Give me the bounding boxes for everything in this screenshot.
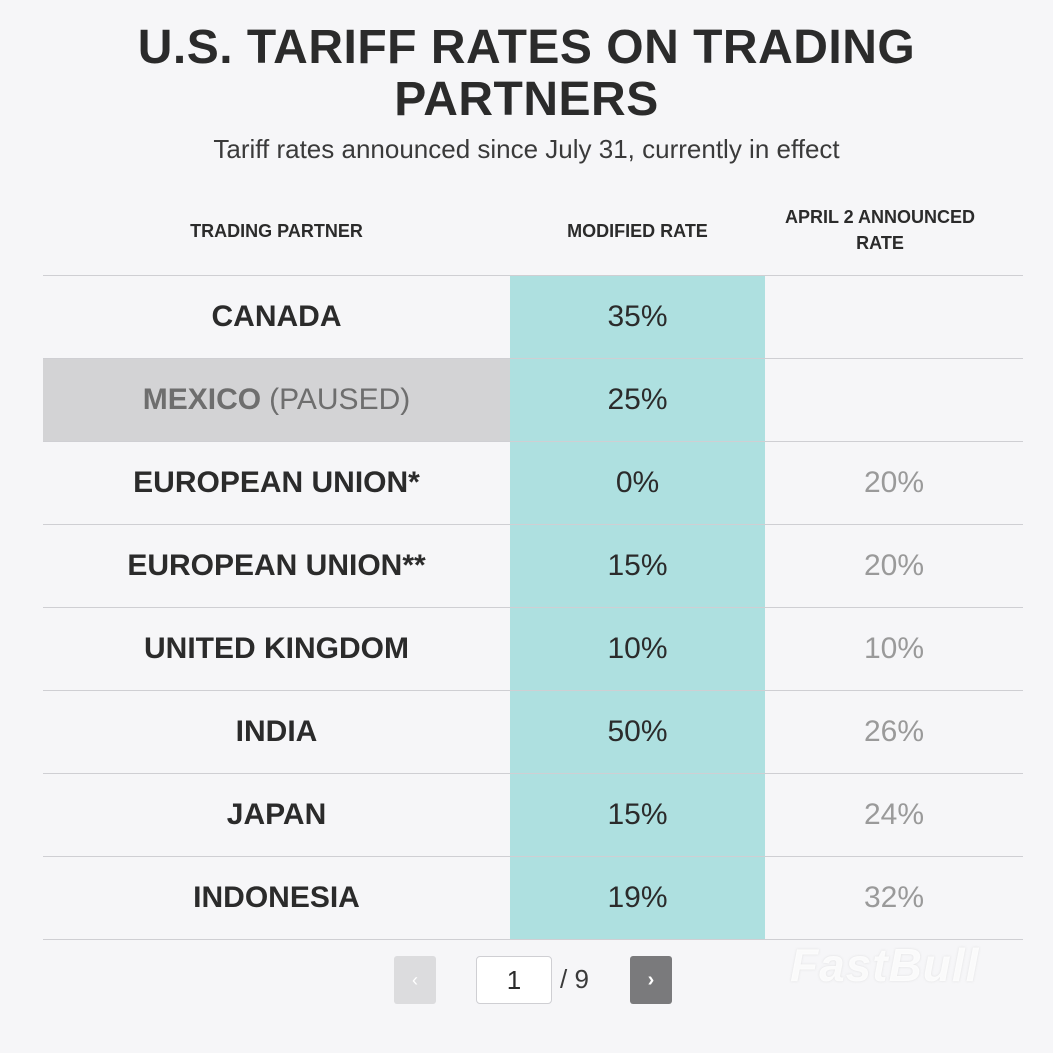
table-row: EUROPEAN UNION* 0% 20%: [43, 441, 1023, 524]
partner-cell: MEXICO (PAUSED): [43, 359, 510, 441]
chevron-left-icon: ‹: [412, 969, 418, 990]
modified-rate-cell: 10%: [510, 608, 765, 690]
table-row: MEXICO (PAUSED) 25%: [43, 358, 1023, 441]
page-total: / 9: [560, 964, 589, 994]
modified-rate-cell: 25%: [510, 359, 765, 441]
partner-name: EUROPEAN UNION**: [127, 549, 426, 582]
partner-cell: EUROPEAN UNION*: [43, 442, 510, 524]
watermark-logo: FastBull: [790, 939, 980, 991]
column-header-modified-rate: MODIFIED RATE: [567, 221, 708, 241]
prev-page-button[interactable]: ‹: [394, 956, 436, 1004]
april2-rate-cell: 10%: [863, 632, 925, 665]
table-row: JAPAN 15% 24%: [43, 773, 1023, 856]
column-header-april2-rate: APRIL 2 ANNOUNCED RATE: [784, 207, 976, 253]
partner-name: CANADA: [211, 300, 342, 333]
chart-title: U.S. TARIFF RATES ON TRADING PARTNERS: [137, 21, 916, 126]
april2-rate-cell: 26%: [863, 715, 925, 748]
partner-name: JAPAN: [226, 798, 327, 831]
column-header-partner: TRADING PARTNER: [190, 221, 363, 241]
modified-rate-cell: 0%: [510, 442, 765, 524]
partner-cell: EUROPEAN UNION**: [43, 525, 510, 607]
table-row: CANADA 35%: [43, 275, 1023, 358]
table-row: EUROPEAN UNION** 15% 20%: [43, 524, 1023, 607]
table-row: INDONESIA 19% 32%: [43, 856, 1023, 940]
tariff-table: CANADA 35% MEXICO (PAUSED) 25% EUROPEAN U…: [43, 275, 1023, 940]
april2-rate-cell: 20%: [863, 549, 925, 582]
april2-rate-cell: [765, 276, 1023, 358]
chevron-right-icon: ›: [647, 968, 655, 991]
april2-rate-cell: 24%: [863, 798, 925, 831]
modified-rate-cell: 50%: [510, 691, 765, 773]
partner-name: EUROPEAN UNION*: [133, 466, 420, 499]
table-row: UNITED KINGDOM 10% 10%: [43, 607, 1023, 690]
partner-cell: JAPAN: [43, 774, 510, 856]
april2-rate-cell: [765, 359, 1023, 441]
partner-name: MEXICO: [142, 383, 262, 416]
partner-cell: INDIA: [43, 691, 510, 773]
partner-name: INDIA: [235, 715, 318, 748]
page-number-input[interactable]: [476, 956, 552, 1004]
modified-rate-cell: 19%: [510, 857, 765, 939]
modified-rate-cell: 15%: [510, 525, 765, 607]
partner-name: INDONESIA: [193, 881, 360, 914]
modified-rate-cell: 15%: [510, 774, 765, 856]
april2-rate-cell: 32%: [863, 881, 925, 914]
partner-cell: INDONESIA: [43, 857, 510, 939]
table-row: INDIA 50% 26%: [43, 690, 1023, 773]
partner-cell: CANADA: [43, 276, 510, 358]
paused-note: (PAUSED): [269, 383, 411, 416]
next-page-button[interactable]: ›: [630, 956, 672, 1004]
april2-rate-cell: 20%: [863, 466, 925, 499]
chart-subtitle: Tariff rates announced since July 31, cu…: [213, 134, 840, 164]
modified-rate-cell: 35%: [510, 276, 765, 358]
partner-cell: UNITED KINGDOM: [43, 608, 510, 690]
partner-name: UNITED KINGDOM: [144, 632, 409, 665]
pagination: ‹ / 9 ›: [0, 956, 1053, 1004]
